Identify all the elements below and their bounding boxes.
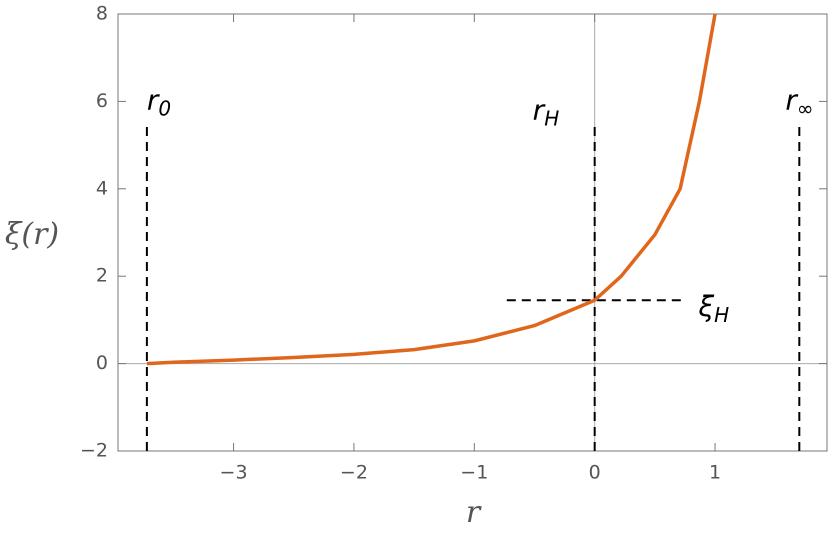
x-tick-label: −3 [220, 462, 248, 484]
annotation-subscript: H [714, 303, 729, 327]
annotation-text: r [785, 83, 798, 116]
annotation-subscript: ∞ [797, 96, 814, 120]
data-line [146, 13, 717, 366]
annotation-label: r0 [147, 83, 171, 120]
annotation-text: ξ [698, 290, 715, 323]
annotation-label: ξH [698, 290, 730, 327]
annotation-label: rH [533, 93, 560, 130]
annotation-subscript: H [544, 106, 559, 130]
x-tick-label: −2 [340, 462, 368, 484]
y-tick-label: 2 [96, 265, 108, 287]
annotation-text: r [147, 83, 160, 116]
plot-frame [117, 13, 828, 452]
annotation-text: r [533, 93, 546, 126]
x-tick-label: 0 [589, 462, 601, 484]
y-tick-label: −2 [80, 440, 108, 462]
y-tick-label: 6 [96, 90, 108, 112]
annotation-subscript: 0 [158, 96, 171, 120]
x-axis-label: r [466, 495, 482, 530]
y-axis-label: ξ(r) [5, 217, 59, 252]
y-tick-label: 8 [96, 3, 108, 25]
y-tick-label: 0 [96, 352, 108, 374]
annotation-label: r∞ [785, 83, 813, 120]
x-tick-label: −1 [460, 462, 488, 484]
x-tick-label: 1 [709, 462, 721, 484]
y-tick-label: 4 [96, 177, 108, 199]
